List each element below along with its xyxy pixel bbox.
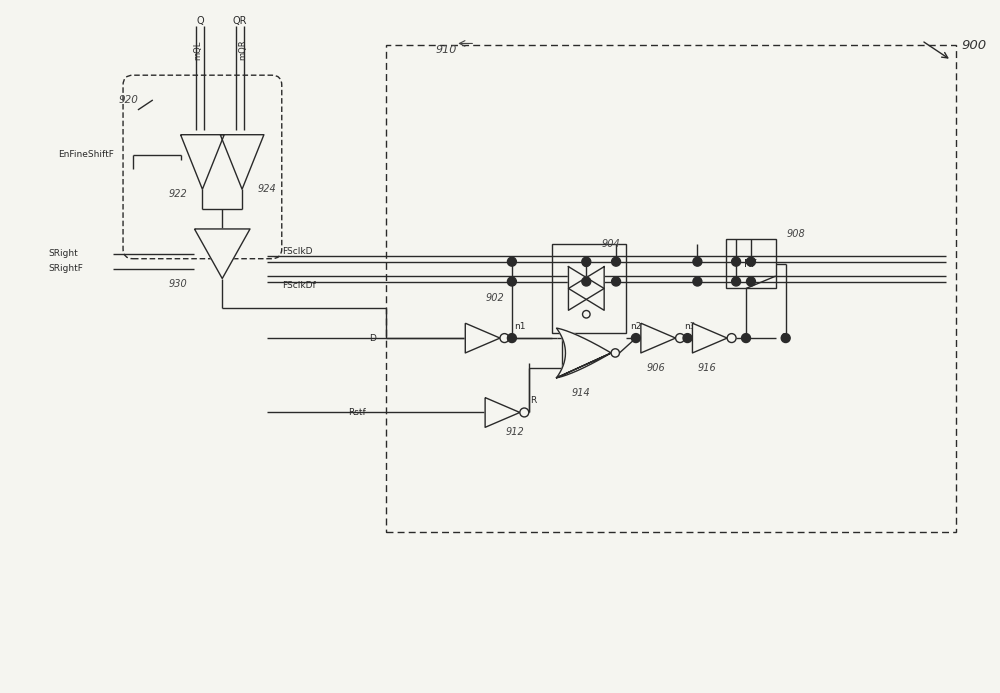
Circle shape bbox=[747, 277, 755, 286]
Circle shape bbox=[693, 277, 702, 286]
Text: QR: QR bbox=[233, 16, 247, 26]
Bar bbox=[726, 239, 776, 288]
Polygon shape bbox=[194, 229, 250, 279]
Text: RF: RF bbox=[744, 258, 757, 269]
Text: n1: n1 bbox=[514, 322, 526, 331]
Text: 914: 914 bbox=[572, 387, 591, 398]
Text: mQR: mQR bbox=[239, 40, 248, 60]
Text: Q: Q bbox=[197, 16, 204, 26]
Polygon shape bbox=[641, 323, 676, 353]
Circle shape bbox=[781, 333, 790, 342]
Text: Rstf: Rstf bbox=[348, 408, 366, 417]
Text: SRight: SRight bbox=[49, 249, 78, 258]
Circle shape bbox=[732, 277, 741, 286]
Circle shape bbox=[507, 257, 516, 266]
Circle shape bbox=[583, 259, 590, 266]
Text: 904: 904 bbox=[602, 239, 620, 249]
Circle shape bbox=[507, 277, 516, 286]
Polygon shape bbox=[692, 323, 727, 353]
Circle shape bbox=[507, 333, 516, 342]
Text: mQL: mQL bbox=[193, 41, 202, 60]
Circle shape bbox=[747, 257, 755, 266]
Polygon shape bbox=[557, 328, 611, 378]
Text: 912: 912 bbox=[506, 428, 524, 437]
Text: 902: 902 bbox=[486, 293, 504, 304]
Circle shape bbox=[611, 349, 619, 357]
Text: 922: 922 bbox=[168, 189, 187, 199]
Text: 930: 930 bbox=[168, 279, 187, 288]
Text: 900: 900 bbox=[961, 39, 986, 52]
Circle shape bbox=[520, 408, 529, 417]
Circle shape bbox=[583, 310, 590, 318]
Polygon shape bbox=[220, 134, 264, 189]
Circle shape bbox=[727, 333, 736, 342]
Circle shape bbox=[683, 333, 692, 342]
Circle shape bbox=[582, 257, 591, 266]
Circle shape bbox=[693, 257, 702, 266]
Polygon shape bbox=[465, 323, 500, 353]
Circle shape bbox=[612, 257, 621, 266]
Polygon shape bbox=[181, 134, 224, 189]
Text: 924: 924 bbox=[258, 184, 276, 194]
Text: R: R bbox=[531, 396, 537, 405]
Text: Q: Q bbox=[781, 333, 788, 343]
Polygon shape bbox=[568, 267, 604, 310]
Text: SRightF: SRightF bbox=[49, 264, 84, 273]
Circle shape bbox=[500, 333, 509, 342]
Circle shape bbox=[582, 277, 591, 286]
Text: 908: 908 bbox=[786, 229, 805, 239]
Bar bbox=[552, 244, 626, 333]
Circle shape bbox=[732, 257, 741, 266]
Text: 906: 906 bbox=[646, 363, 665, 373]
Text: FSclkD: FSclkD bbox=[282, 247, 312, 256]
Text: 920: 920 bbox=[118, 95, 138, 105]
Text: D: D bbox=[369, 333, 376, 342]
Circle shape bbox=[742, 333, 750, 342]
Polygon shape bbox=[485, 398, 520, 428]
Text: 916: 916 bbox=[698, 363, 717, 373]
Polygon shape bbox=[568, 267, 604, 310]
Text: FSclkDf: FSclkDf bbox=[282, 281, 316, 290]
Circle shape bbox=[612, 277, 621, 286]
Circle shape bbox=[631, 333, 640, 342]
Text: EnFineShiftF: EnFineShiftF bbox=[59, 150, 114, 159]
Bar bbox=[386, 46, 956, 532]
Circle shape bbox=[676, 333, 685, 342]
Text: n2: n2 bbox=[630, 322, 642, 331]
Text: n3: n3 bbox=[684, 322, 695, 331]
Text: 910: 910 bbox=[436, 46, 457, 55]
